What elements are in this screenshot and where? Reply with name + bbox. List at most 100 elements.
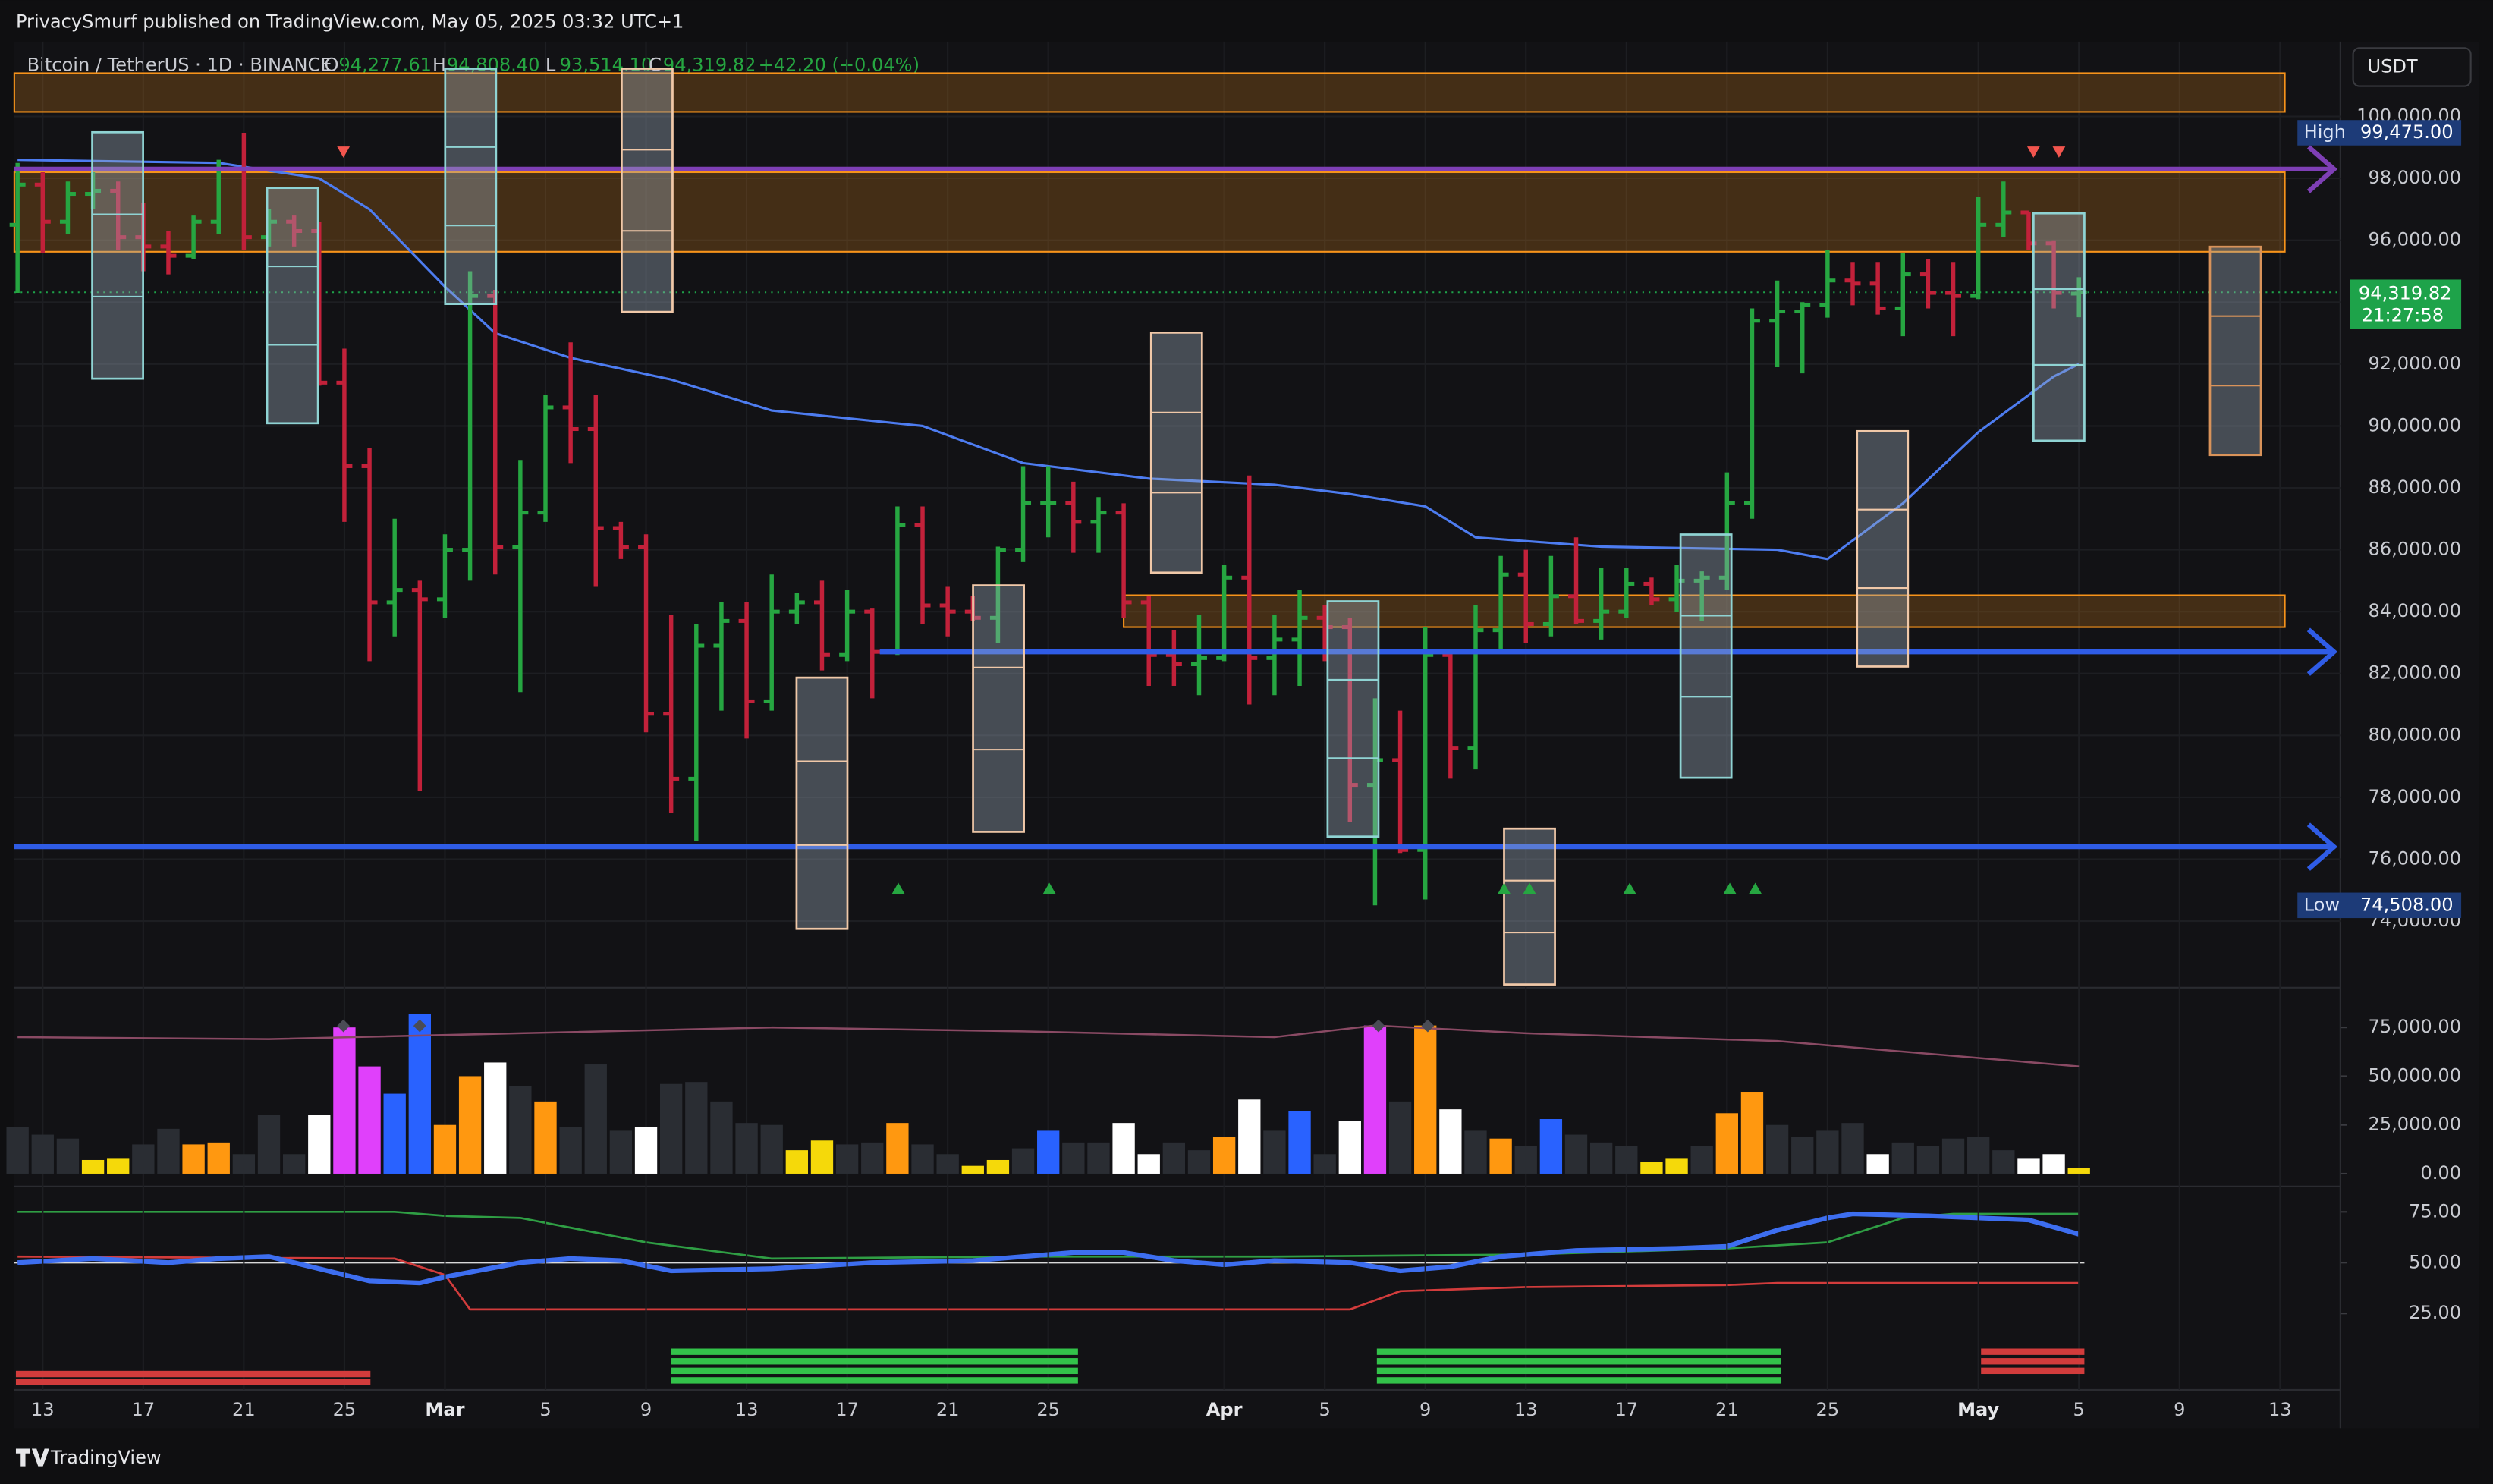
level-arrow [2306,145,2338,193]
x-tick-label: 17 [835,1399,859,1420]
signal-strip [1981,1358,2085,1365]
y-tick-label: 75,000.00 [2368,1016,2461,1037]
x-tick-label: 17 [132,1399,156,1420]
volume-bar [1866,1154,1889,1174]
volume-bar [1967,1137,1990,1174]
volume-bar [1665,1158,1688,1174]
volume-bar [1589,1142,1613,1174]
x-tick-label: May [1957,1399,1999,1420]
volume-bar [1263,1130,1286,1174]
y-tick-label: 78,000.00 [2368,786,2461,807]
extreme-tag [2297,120,2462,146]
volume-bar [685,1082,708,1174]
volume-bar [1464,1130,1487,1174]
volume-bar [1916,1146,1940,1174]
y-tick-label: 80,000.00 [2368,724,2461,745]
volume-bar [1338,1121,1361,1174]
volume-bar [1037,1130,1060,1174]
volume-bar [383,1093,406,1174]
volume-bar [1740,1092,1764,1174]
volume-bar [1162,1142,1186,1174]
volume-bar [1564,1134,1588,1174]
extreme-tag-name: Low [2304,894,2340,915]
volume-bar [157,1128,180,1174]
volume-bar [1690,1146,1713,1174]
volume-bar [2067,1168,2090,1174]
volume-bar [1489,1138,1512,1174]
x-tick-label: Apr [1206,1399,1243,1420]
volume-bar [2042,1154,2065,1174]
volume-bar [835,1144,859,1174]
buy-signal [1523,882,1536,894]
overlay-box [1679,533,1733,779]
x-tick-label: 21 [232,1399,256,1420]
y-tick-label: 50.00 [2409,1251,2461,1272]
x-tick-label: 25 [1816,1399,1840,1420]
volume-bar [1816,1130,1839,1174]
y-tick-label: 75.00 [2409,1200,2461,1221]
x-tick-label: 5 [1319,1399,1331,1420]
volume-bar [559,1127,582,1174]
level-arrow [2306,627,2338,676]
signal-strip [1981,1348,2085,1355]
ohlc-value: 94,277.61 [338,54,432,75]
volume-bar [308,1115,331,1174]
x-tick-label: 5 [2073,1399,2085,1420]
x-tick-label: 13 [735,1399,759,1420]
volume-bar [1288,1111,1311,1174]
x-tick-label: 13 [1514,1399,1538,1420]
volume-average [17,1024,2080,1067]
volume-bar [735,1123,758,1174]
overlay-box [1503,827,1556,986]
volume-marker [1372,1019,1385,1033]
overlay-box [266,187,319,425]
signal-strip [671,1367,1078,1375]
buy-signal [1042,882,1056,894]
zone [13,72,2286,113]
volume-bar [358,1066,381,1174]
volume-marker [413,1019,426,1033]
zone [13,171,2286,253]
y-tick-label: 86,000.00 [2368,539,2461,560]
overlay-box [2208,245,2262,457]
overlay-box [1326,600,1380,838]
buy-signal [1498,882,1511,894]
volume-bar [509,1086,532,1174]
volume-bar [1841,1123,1864,1174]
volume-bar [1388,1101,1412,1174]
overlay-box [91,130,144,380]
y-tick-label: 50,000.00 [2368,1064,2461,1086]
volume-bar [1363,1025,1387,1174]
published-line: PrivacySmurf published on TradingView.co… [16,11,684,33]
currency-box [2352,47,2472,87]
volume-bar [333,1027,356,1174]
volume-bar [1112,1123,1135,1174]
signal-strip [671,1348,1078,1355]
volume-bar [1941,1138,1965,1174]
currency: USDT [2367,55,2417,77]
volume-bar [1439,1109,1462,1174]
y-tick-label: 25,000.00 [2368,1114,2461,1135]
volume-bar [785,1150,809,1174]
volume-bar [1640,1162,1663,1174]
signal-strip [671,1358,1078,1365]
volume-bar [6,1127,29,1174]
volume-bar [433,1124,457,1174]
ohlc-key: H [432,54,446,75]
signal-strip [15,1370,371,1378]
x-tick-label: 13 [2268,1399,2292,1420]
volume-bar [408,1014,431,1174]
x-tick-label: Mar [425,1399,464,1420]
signal-strip [1376,1377,1781,1384]
volume-bar [107,1158,130,1174]
overlay-box [1149,332,1203,574]
overlay-box [795,676,849,930]
y-tick-label: 82,000.00 [2368,662,2461,684]
signal-strip [1376,1348,1781,1355]
volume-bar [484,1062,507,1174]
volume-bar [1715,1113,1738,1174]
volume-bar [810,1140,834,1174]
volume-bar [710,1101,733,1174]
y-tick-label: 0.00 [2420,1162,2461,1184]
